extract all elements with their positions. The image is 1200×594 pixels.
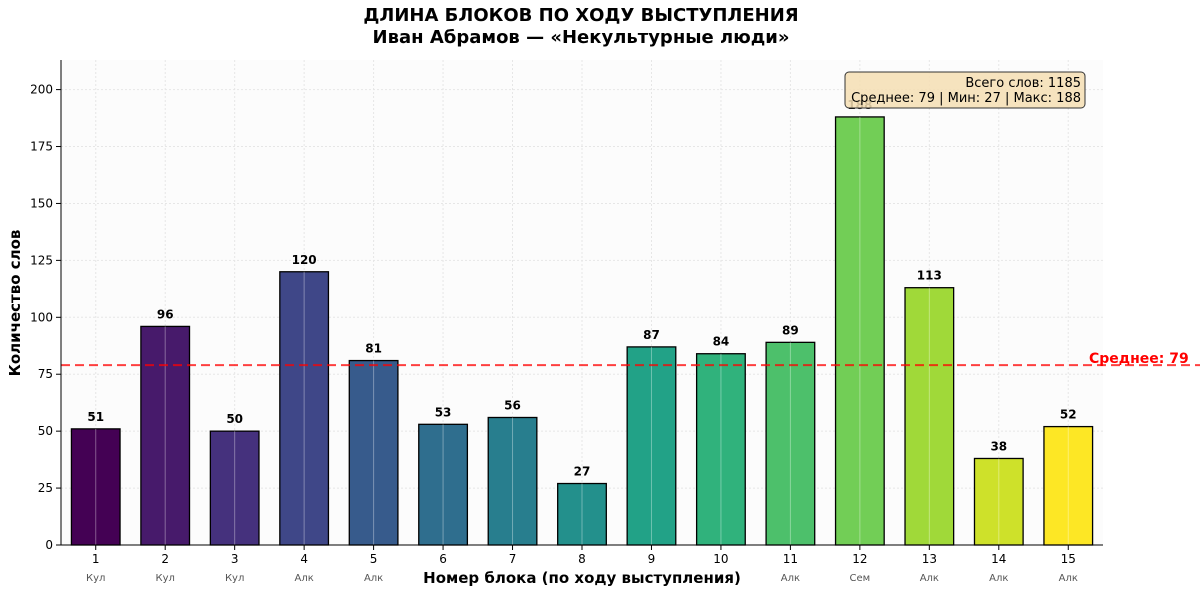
y-tick-label: 0 bbox=[45, 538, 53, 552]
y-tick-label: 50 bbox=[38, 424, 53, 438]
bar-value-label: 52 bbox=[1060, 408, 1077, 422]
bar-value-label: 84 bbox=[713, 335, 730, 349]
y-tick-label: 100 bbox=[30, 310, 53, 324]
x-tick-label: 14 bbox=[991, 552, 1006, 566]
x-tick-label: 3 bbox=[231, 552, 239, 566]
stats-summary: Среднее: 79 | Мин: 27 | Макс: 188 bbox=[851, 91, 1081, 106]
y-tick-label: 175 bbox=[30, 140, 53, 154]
y-axis-label: Количество слов bbox=[6, 230, 24, 377]
x-category-label: Алк bbox=[364, 573, 383, 584]
x-tick-label: 7 bbox=[509, 552, 517, 566]
bar-value-label: 96 bbox=[157, 307, 174, 321]
y-tick-label: 125 bbox=[30, 253, 53, 267]
x-category-label: Алк bbox=[781, 573, 800, 584]
bar-value-label: 53 bbox=[435, 405, 452, 419]
chart-title: ДЛИНА БЛОКОВ ПО ХОДУ ВЫСТУПЛЕНИЯ Иван Аб… bbox=[0, 5, 1162, 49]
y-tick-label: 200 bbox=[30, 83, 53, 97]
x-tick-label: 6 bbox=[439, 552, 447, 566]
mean-line-group: Среднее: 79 bbox=[61, 351, 1200, 367]
bar-value-label: 27 bbox=[574, 465, 591, 479]
bar bbox=[487, 416, 538, 546]
x-tick-label: 1 bbox=[92, 552, 100, 566]
x-category-label: Кул bbox=[155, 573, 174, 584]
x-category-label: Кул bbox=[86, 573, 105, 584]
bar-value-label: 56 bbox=[504, 398, 521, 412]
bar bbox=[140, 325, 191, 546]
y-tick-label: 75 bbox=[38, 367, 53, 381]
x-axis-label: Номер блока (по ходу выступления) bbox=[423, 569, 741, 587]
bar bbox=[695, 353, 746, 546]
bar bbox=[70, 428, 121, 546]
bar-value-label: 81 bbox=[365, 342, 382, 356]
stats-box: Всего слов: 1185 Среднее: 79 | Мин: 27 |… bbox=[844, 71, 1086, 109]
x-category-label: Сем bbox=[850, 573, 871, 584]
mean-label: Среднее: 79 bbox=[1089, 351, 1189, 367]
chart-title-line1: ДЛИНА БЛОКОВ ПО ХОДУ ВЫСТУПЛЕНИЯ bbox=[363, 5, 799, 26]
bar bbox=[279, 271, 330, 546]
bar-value-label: 38 bbox=[990, 439, 1007, 453]
x-tick-label: 12 bbox=[852, 552, 867, 566]
x-tick-label: 2 bbox=[161, 552, 169, 566]
bar bbox=[626, 346, 677, 546]
stats-box-frame bbox=[844, 71, 1086, 109]
bar bbox=[1043, 425, 1094, 546]
y-tick-label: 150 bbox=[30, 196, 53, 210]
x-tick-label: 4 bbox=[300, 552, 308, 566]
x-category-label: Алк bbox=[920, 573, 939, 584]
x-tick-label: 5 bbox=[370, 552, 378, 566]
bars bbox=[70, 116, 1094, 546]
x-tick-label: 11 bbox=[783, 552, 798, 566]
x-tick-label: 13 bbox=[922, 552, 937, 566]
y-tick-label: 25 bbox=[38, 481, 53, 495]
bar bbox=[765, 341, 816, 546]
x-tick-label: 9 bbox=[648, 552, 656, 566]
bar bbox=[834, 116, 885, 546]
x-tick-label: 8 bbox=[578, 552, 586, 566]
x-category-label: Алк bbox=[294, 573, 313, 584]
bar-value-label: 51 bbox=[87, 410, 104, 424]
x-category-label: Алк bbox=[1059, 573, 1078, 584]
stats-total: Всего слов: 1185 bbox=[965, 76, 1081, 91]
bar-value-label: 120 bbox=[292, 253, 317, 267]
bar-value-label: 113 bbox=[917, 269, 942, 283]
chart-title-line2: Иван Абрамов — «Некультурные люди» bbox=[372, 27, 790, 48]
x-tick-label: 15 bbox=[1061, 552, 1076, 566]
axes: 02550751001251501752001Кул2Кул3Кул4Алк5А… bbox=[30, 60, 1103, 584]
bar-value-label: 50 bbox=[226, 412, 243, 426]
bar bbox=[904, 287, 955, 546]
x-category-label: Алк bbox=[989, 573, 1008, 584]
x-category-label: Кул bbox=[225, 573, 244, 584]
bar bbox=[348, 359, 399, 546]
x-tick-label: 10 bbox=[713, 552, 728, 566]
bar-value-label: 87 bbox=[643, 328, 660, 342]
bar bbox=[973, 457, 1024, 546]
bar bbox=[557, 482, 607, 546]
bar-value-label: 89 bbox=[782, 323, 799, 337]
bar bbox=[209, 430, 260, 546]
